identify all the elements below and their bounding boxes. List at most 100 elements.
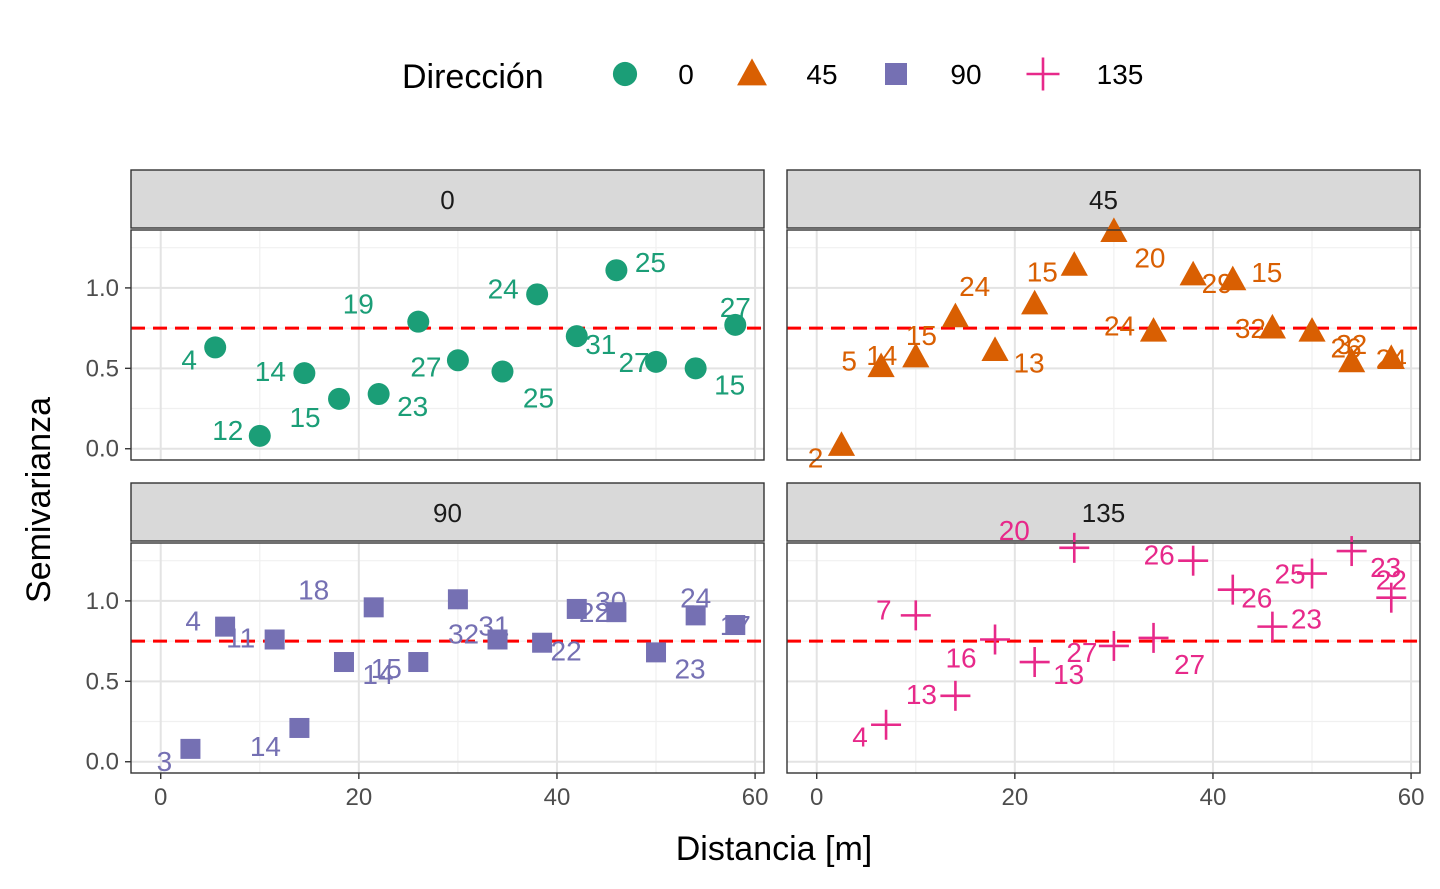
data-point xyxy=(606,602,627,623)
point-label: 13 xyxy=(906,679,937,710)
data-point xyxy=(900,600,931,631)
point-label: 24 xyxy=(488,273,519,304)
legend-key-square xyxy=(885,63,907,85)
point-label: 24 xyxy=(1104,310,1135,341)
data-point xyxy=(1336,536,1367,567)
data-point xyxy=(407,310,430,333)
data-point xyxy=(646,642,667,663)
x-tick-label: 60 xyxy=(742,784,769,811)
y-axis-title: Semivarianza xyxy=(20,397,58,603)
point-label: 22 xyxy=(551,636,582,667)
point-label: 23 xyxy=(397,391,428,422)
data-point xyxy=(1377,344,1405,370)
panel-border xyxy=(786,229,1421,461)
data-point xyxy=(491,360,514,383)
data-point xyxy=(248,424,271,447)
facet-strip xyxy=(130,169,765,229)
point-label: 25 xyxy=(1274,559,1305,590)
point-label: 5 xyxy=(841,346,857,377)
data-point xyxy=(1297,558,1328,589)
y-tick-label: 0.5 xyxy=(86,668,119,695)
point-label: 27 xyxy=(1066,637,1097,668)
panel-border xyxy=(786,542,1421,774)
x-tick-label: 40 xyxy=(544,784,571,811)
point-label: 31 xyxy=(585,329,616,360)
data-point xyxy=(363,597,384,618)
point-label: 4 xyxy=(181,344,197,375)
point-label: 32 xyxy=(1235,313,1266,344)
data-point xyxy=(487,629,508,650)
panel-background xyxy=(131,543,764,773)
data-point xyxy=(447,589,468,610)
panel-grid xyxy=(131,543,764,773)
data-point xyxy=(1019,647,1050,678)
point-label: 25 xyxy=(523,383,554,414)
legend-item-90: 90 xyxy=(885,59,982,90)
point-label: 2 xyxy=(808,443,824,474)
point-label: 32 xyxy=(1336,329,1367,360)
data-point xyxy=(446,349,469,372)
x-axis-title: Distancia [m] xyxy=(676,830,873,868)
data-point xyxy=(1139,317,1168,342)
panel-background xyxy=(131,230,764,460)
point-label: 20 xyxy=(1134,243,1165,274)
data-point xyxy=(204,336,227,359)
point-label: 24 xyxy=(1376,344,1407,375)
point-label: 15 xyxy=(1251,257,1282,288)
x-tick-label: 0 xyxy=(154,784,167,811)
facet-strip xyxy=(786,169,1421,229)
point-label: 18 xyxy=(298,574,329,605)
data-point xyxy=(333,652,354,673)
data-point xyxy=(1098,630,1129,661)
data-point xyxy=(293,362,316,385)
data-point xyxy=(1138,622,1169,653)
panel-background xyxy=(787,230,1420,460)
legend-item-45: 45 xyxy=(737,58,838,90)
data-point xyxy=(565,325,588,348)
point-label: 14 xyxy=(362,659,393,690)
data-point xyxy=(605,259,628,282)
x-tick-label: 20 xyxy=(1001,784,1028,811)
legend-label: 0 xyxy=(678,59,694,90)
data-point xyxy=(1219,265,1247,291)
point-label: 15 xyxy=(906,320,937,351)
data-point xyxy=(1179,260,1207,286)
y-tick-label: 0.0 xyxy=(86,749,119,776)
data-point xyxy=(1178,545,1209,576)
point-label: 15 xyxy=(714,369,745,400)
point-label: 20 xyxy=(999,515,1030,546)
point-label: 11 xyxy=(226,623,255,654)
data-point xyxy=(867,352,895,378)
point-label: 7 xyxy=(876,594,892,625)
point-label: 24 xyxy=(680,582,711,613)
legend-item-0: 0 xyxy=(612,59,694,90)
legend-title: Dirección xyxy=(402,58,544,96)
legend-key-circle xyxy=(612,61,638,87)
data-point xyxy=(1060,251,1088,276)
data-point xyxy=(1217,574,1248,605)
legend-label: 135 xyxy=(1097,59,1144,90)
point-label: 23 xyxy=(1291,604,1322,635)
y-tick-label: 1.0 xyxy=(86,275,119,302)
point-label: 13 xyxy=(1053,659,1084,690)
point-label: 15 xyxy=(1027,256,1058,287)
point-label: 17 xyxy=(720,610,751,641)
data-point xyxy=(526,283,549,306)
point-label: 25 xyxy=(635,247,666,278)
data-point xyxy=(1298,317,1326,342)
point-label: 24 xyxy=(959,271,990,302)
point-label: 27 xyxy=(618,347,649,378)
point-label: 3 xyxy=(157,746,173,777)
panel-background xyxy=(787,543,1420,773)
data-point xyxy=(264,629,285,650)
point-label: 4 xyxy=(185,606,201,637)
y-tick-label: 0.5 xyxy=(86,355,119,382)
data-point xyxy=(941,302,970,328)
y-tick-label: 1.0 xyxy=(86,588,119,615)
point-label: 4 xyxy=(852,722,868,753)
point-label: 13 xyxy=(1013,348,1044,379)
data-point xyxy=(645,350,668,373)
facet-strip xyxy=(786,482,1421,542)
